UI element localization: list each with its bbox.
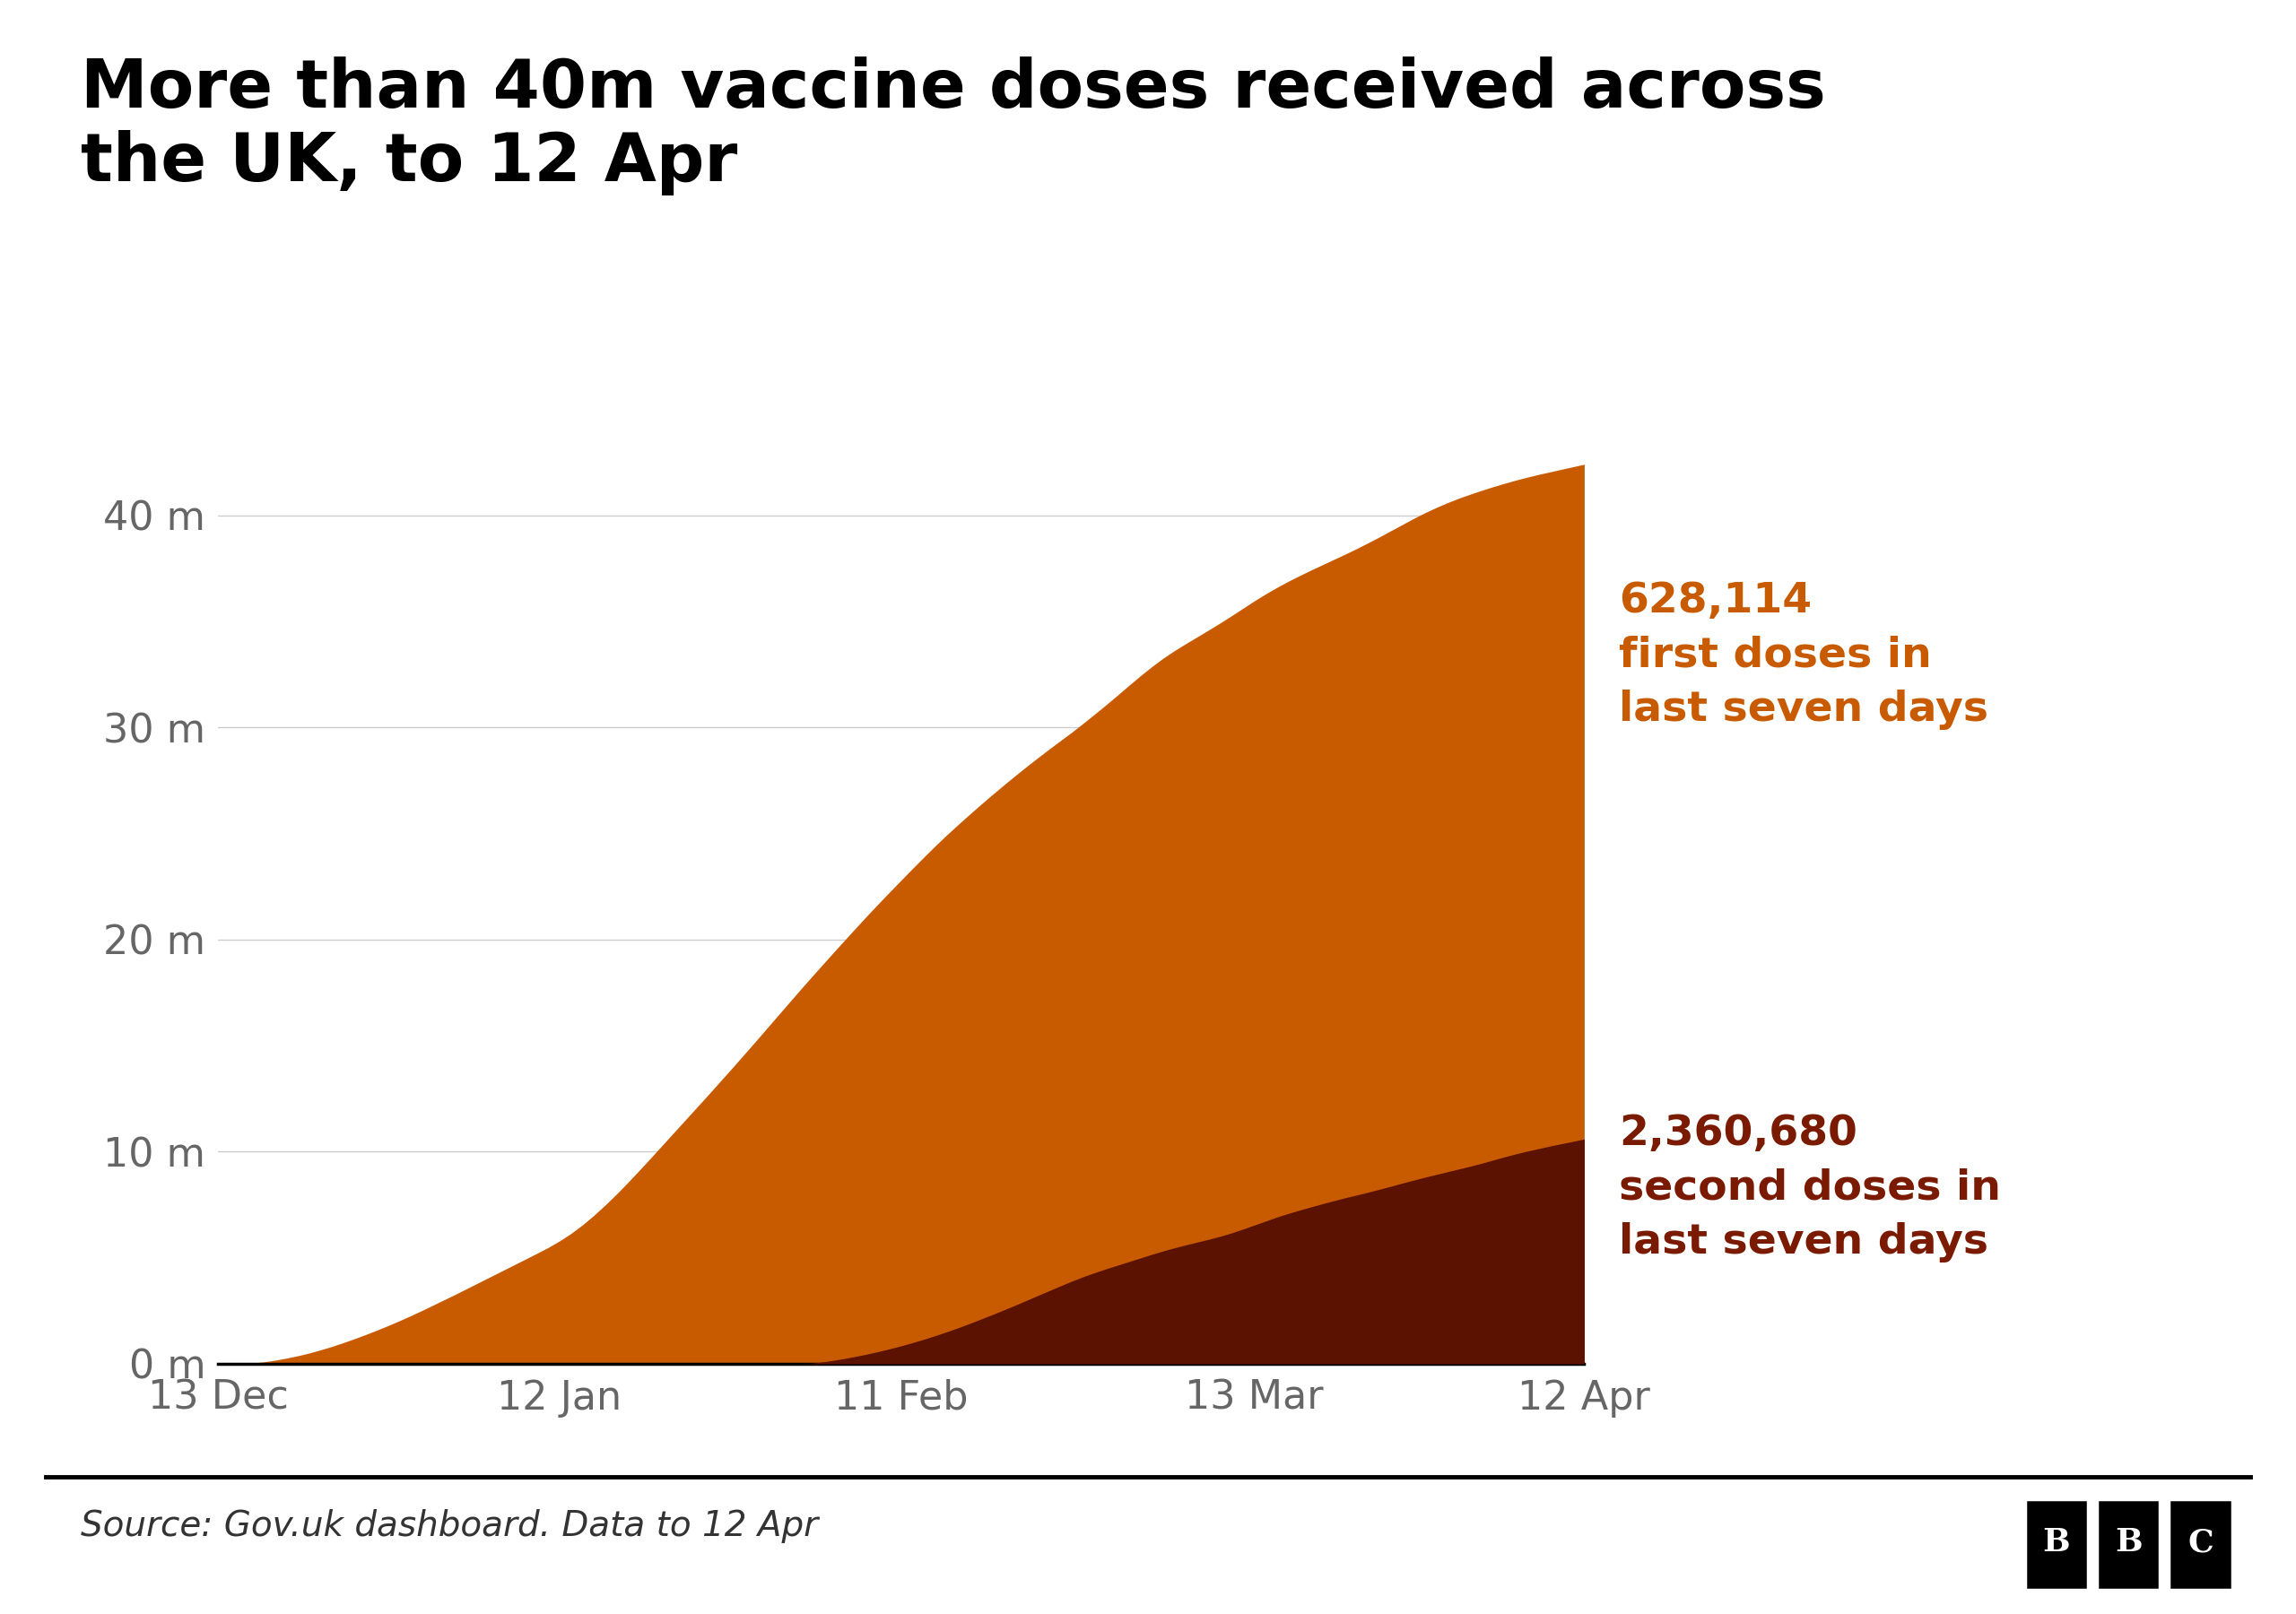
- Text: Source: Gov.uk dashboard. Data to 12 Apr: Source: Gov.uk dashboard. Data to 12 Apr: [80, 1509, 817, 1543]
- Bar: [2170, 1499, 2232, 1590]
- Text: C: C: [2188, 1527, 2213, 1558]
- Text: More than 40m vaccine doses received across
the UK, to 12 Apr: More than 40m vaccine doses received acr…: [80, 56, 1825, 195]
- Text: 628,114
first doses in
last seven days: 628,114 first doses in last seven days: [1619, 581, 1988, 730]
- Text: B: B: [2115, 1527, 2142, 1558]
- Text: 2,360,680
second doses in
last seven days: 2,360,680 second doses in last seven day…: [1619, 1114, 2000, 1262]
- Bar: [2025, 1499, 2087, 1590]
- Bar: [2096, 1499, 2161, 1590]
- Text: B: B: [2043, 1527, 2071, 1558]
